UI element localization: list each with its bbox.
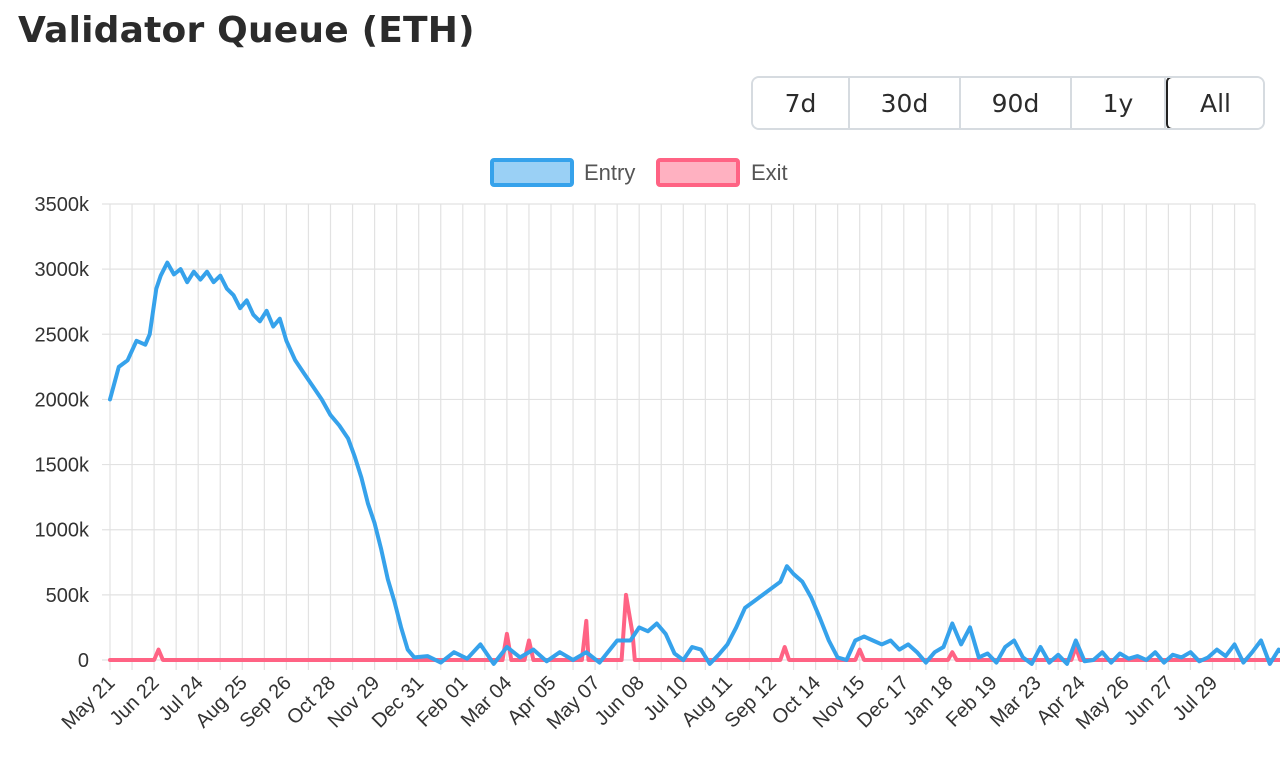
x-tick-label: Apr 05 [503,672,560,729]
chart-series [108,260,1280,666]
y-tick-label: 3500k [35,194,90,216]
x-tick-label: Dec 17 [853,672,913,732]
y-tick-label: 2000k [35,389,90,411]
x-tick-label: Jun 27 [1120,672,1178,730]
x-tick-label: Sep 26 [236,672,296,732]
x-tick-label: Aug 11 [678,672,737,731]
y-tick-label: 1500k [35,455,90,477]
x-tick-label: Jul 24 [154,672,207,725]
legend-label-exit: Exit [751,160,788,185]
chart-legend: Entry Exit [490,158,788,187]
series-line-exit [108,592,1280,662]
x-tick-label: Mar 23 [986,672,1046,732]
x-tick-label: Oct 14 [768,672,825,729]
range-button-30d[interactable]: 30d [850,78,961,128]
x-tick-label: Nov 15 [809,672,869,732]
legend-swatch-exit [656,158,740,187]
series-line-entry [108,260,1280,666]
range-button-1y[interactable]: 1y [1072,78,1166,128]
x-tick-label: May 07 [543,672,605,734]
x-tick-label: Aug 25 [191,672,251,732]
y-tick-label: 0 [78,650,89,672]
y-axis: 0 500k 1000k 1500k 2000k 2500k 3000k 3500k [35,194,90,672]
time-range-selector: 7d 30d 90d 1y All [751,76,1265,130]
x-tick-label: Jan 18 [899,672,957,730]
range-button-90d[interactable]: 90d [961,78,1072,128]
y-tick-label: 1000k [35,520,90,542]
chart-grid [102,203,1256,670]
x-tick-label: May 26 [1072,672,1134,734]
x-tick-label: Jul 10 [640,672,693,725]
x-tick-label: Jun 08 [591,672,649,730]
x-tick-label: Jul 29 [1169,672,1222,725]
x-tick-label: May 21 [58,672,120,734]
x-tick-label: Feb 19 [942,672,1002,732]
x-tick-label: Oct 28 [283,672,340,729]
x-tick-label: Mar 04 [457,672,517,732]
x-tick-label: Jun 22 [106,672,164,730]
range-button-7d[interactable]: 7d [753,78,850,128]
y-tick-label: 3000k [35,259,90,281]
x-tick-label: Nov 29 [324,672,384,732]
x-tick-label: Sep 12 [721,672,781,732]
x-tick-label: Apr 24 [1033,672,1090,729]
x-tick-label: Feb 01 [413,672,473,732]
page-title: Validator Queue (ETH) [18,10,475,51]
x-tick-label: Dec 31 [368,672,428,732]
legend-label-entry: Entry [584,160,635,185]
range-button-all[interactable]: All [1166,78,1263,128]
legend-swatch-entry [490,158,574,187]
y-tick-label: 500k [46,585,90,607]
y-tick-label: 2500k [35,324,90,346]
